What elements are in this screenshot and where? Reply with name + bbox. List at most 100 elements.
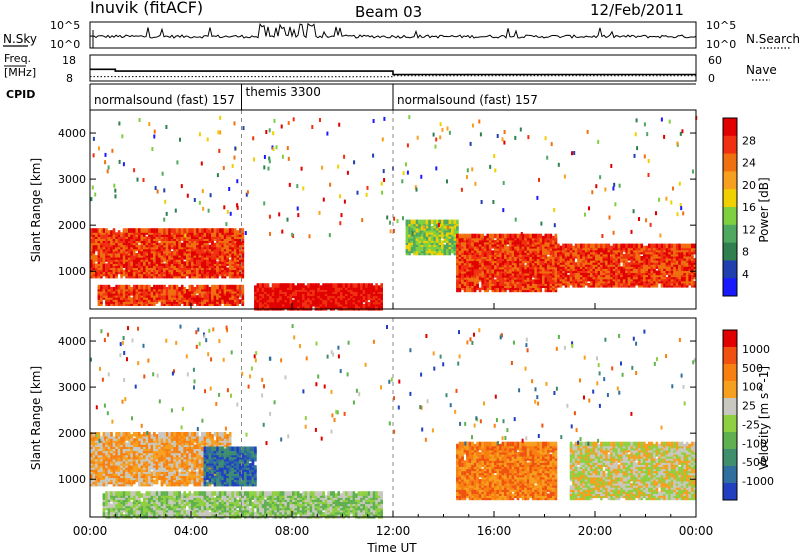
power-cell: [228, 265, 232, 271]
power-cell: [145, 261, 149, 266]
power-cell: [90, 251, 93, 256]
power-cell: [453, 219, 457, 225]
power-cell: [595, 256, 598, 261]
power-cell: [130, 228, 133, 233]
power-cell: [382, 169, 385, 174]
power-cell: [693, 258, 697, 263]
power-cell: [413, 236, 416, 241]
power-cell: [494, 233, 497, 239]
power-cell: [443, 219, 447, 225]
power-cell: [461, 279, 464, 284]
power-cell: [312, 283, 315, 288]
power-cell: [327, 283, 330, 288]
colorbar-tick-label: 12: [742, 223, 756, 236]
power-cell: [367, 283, 371, 288]
power-cell: [366, 185, 369, 190]
power-cell: [370, 283, 373, 288]
power-cell: [396, 219, 399, 224]
power-cell: [480, 200, 483, 204]
power-cell: [693, 249, 697, 255]
power-cell: [206, 284, 209, 290]
nsky-panel: N.Sky 10^5 10^0 10^5 10^0 N.Search: [3, 19, 800, 51]
power-cell: [478, 268, 482, 274]
power-cell: [663, 270, 666, 276]
power-cell: [175, 284, 179, 290]
power-cell: [627, 262, 631, 267]
power-cell: [222, 166, 225, 170]
power-cell: [107, 284, 111, 290]
power-cell: [646, 132, 649, 137]
power-cell: [372, 153, 375, 158]
power-cell: [289, 297, 293, 303]
power-cell: [278, 212, 281, 217]
nave-label: Nave: [746, 63, 777, 77]
velocity-cell: [107, 477, 111, 483]
power-cell: [463, 273, 467, 278]
power-cell: [94, 192, 97, 197]
power-cell: [360, 283, 363, 288]
power-cell: [625, 283, 628, 288]
power-cell: [158, 242, 161, 248]
power-cell: [362, 303, 366, 309]
power-cell: [253, 157, 255, 162]
power-cell: [653, 243, 656, 249]
power-cell: [456, 279, 459, 284]
power-cell: [546, 155, 549, 160]
power-cell: [416, 135, 419, 140]
power-cell: [622, 278, 626, 284]
power-cell: [544, 233, 548, 239]
power-cell: [132, 295, 136, 300]
power-cell: [676, 141, 679, 146]
power-cell: [234, 146, 237, 151]
power-cell: [640, 272, 644, 278]
power-cell: [218, 284, 222, 290]
power-cell: [122, 257, 126, 262]
power-cell: [640, 268, 644, 274]
colorbar-tick-label: 28: [742, 134, 756, 147]
power-cell: [406, 143, 409, 148]
power-cell: [150, 263, 154, 268]
power-cell: [150, 228, 154, 233]
power-cell: [420, 246, 424, 252]
power-cell: [271, 283, 275, 288]
power-cell: [279, 283, 282, 288]
power-cell: [178, 291, 181, 296]
nsky-trace: [89, 22, 697, 48]
power-cell: [164, 199, 167, 204]
power-cell: [203, 228, 207, 233]
power-cell: [337, 283, 340, 288]
power-cell: [337, 164, 340, 169]
power-cell: [655, 276, 659, 282]
power-cell: [613, 182, 616, 187]
power-cell: [183, 286, 186, 292]
power-cell: [208, 273, 212, 279]
power-cell: [130, 297, 133, 302]
power-cell: [648, 243, 651, 249]
power-cell: [122, 269, 126, 275]
power-cell: [622, 272, 626, 278]
power-cell: [531, 239, 535, 245]
power-cell: [615, 268, 618, 274]
power-cell: [92, 248, 96, 254]
power-cell: [100, 248, 103, 254]
power-cell: [122, 234, 126, 239]
power-cell: [499, 239, 502, 245]
power-cell: [463, 250, 467, 255]
power-cell: [454, 224, 457, 229]
power-cell: [553, 208, 556, 212]
power-cell: [198, 261, 202, 266]
power-cell: [463, 287, 467, 293]
power-cell: [572, 260, 575, 265]
power-cell: [269, 287, 272, 292]
power-cell: [201, 269, 204, 275]
power-cell: [554, 233, 558, 239]
power-cell: [338, 122, 341, 127]
power-cell: [155, 269, 159, 275]
power-cell: [175, 251, 179, 256]
power-cell: [263, 155, 266, 159]
power-cell: [246, 190, 249, 195]
colorbar-swatch: [723, 260, 737, 279]
power-cell: [138, 118, 141, 122]
